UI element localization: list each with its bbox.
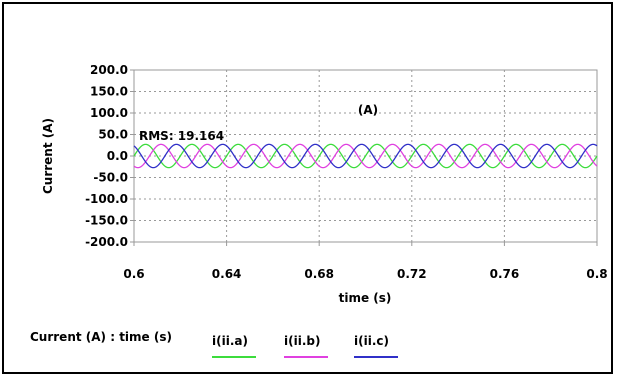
- legend-item-c: i(ii.c): [354, 330, 414, 358]
- y-tick-label: -50.0: [93, 171, 128, 185]
- legend-title: Current (A) : time (s): [30, 330, 172, 344]
- rms-label: RMS: 19.164: [139, 129, 224, 143]
- x-tick-labels: 0.6 0.64 0.68 0.72 0.76 0.8: [123, 242, 608, 281]
- legend-label-b: i(ii.b): [284, 334, 321, 348]
- y-tick-label: 0.0: [107, 149, 128, 163]
- y-tick-label: -150.0: [85, 214, 128, 228]
- series-line-a: [133, 143, 598, 169]
- y-axis-label: Current (A): [41, 118, 55, 194]
- legend-swatch-c: [354, 356, 398, 358]
- x-tick-label: 0.72: [397, 267, 427, 281]
- series-line-c: [133, 143, 598, 169]
- y-tick-label: -200.0: [85, 235, 128, 249]
- annotation-label: (A): [358, 103, 378, 117]
- y-tick-label: 150.0: [90, 85, 128, 99]
- series-lines: [133, 143, 598, 169]
- x-tick-label: 0.6: [123, 267, 144, 281]
- x-tick-label: 0.8: [586, 267, 607, 281]
- x-tick-label: 0.68: [304, 267, 334, 281]
- legend-label-a: i(ii.a): [212, 334, 248, 348]
- legend-label-c: i(ii.c): [354, 334, 389, 348]
- y-tick-label: -100.0: [85, 192, 128, 206]
- y-tick-label: 200.0: [90, 63, 128, 77]
- x-axis-label: time (s): [339, 291, 392, 305]
- series-line-b: [133, 143, 598, 169]
- y-tick-labels: 200.0 150.0 100.0 50.0 0.0 -50.0 -100.0 -150.0 -…: [85, 63, 134, 249]
- x-tick-label: 0.64: [212, 267, 242, 281]
- x-tick-label: 0.76: [490, 267, 520, 281]
- legend-swatch-a: [212, 356, 256, 358]
- legend-item-a: i(ii.a): [212, 330, 272, 358]
- y-tick-label: 50.0: [98, 128, 128, 142]
- legend-item-b: i(ii.b): [284, 330, 344, 358]
- y-tick-label: 100.0: [90, 106, 128, 120]
- legend-swatch-b: [284, 356, 328, 358]
